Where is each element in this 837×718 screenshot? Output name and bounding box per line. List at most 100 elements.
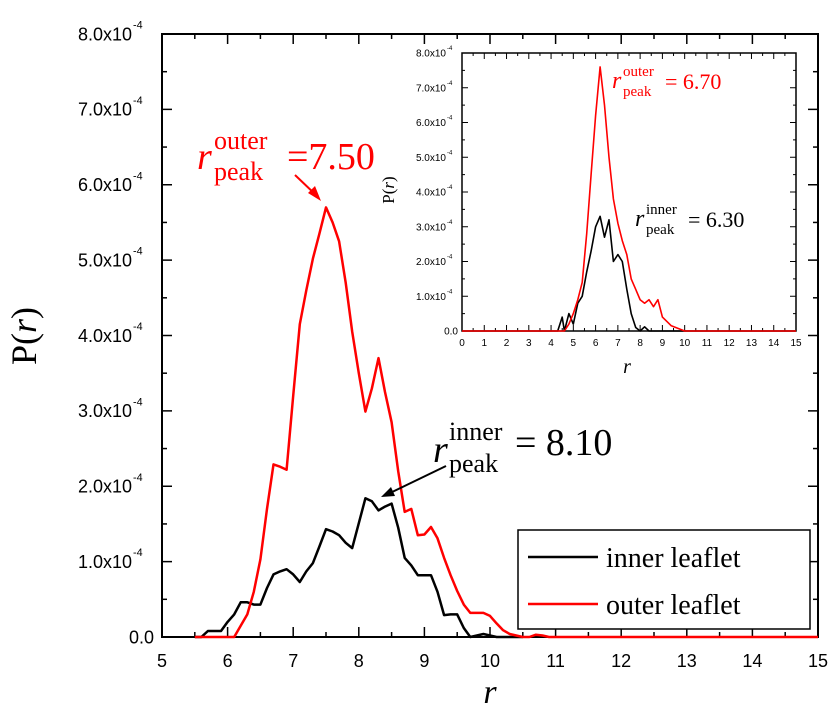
x-tick-label: 2 — [504, 338, 510, 349]
y-tick-label: 2.0x10 — [416, 257, 446, 268]
y-tick-exponent: -4 — [447, 255, 453, 261]
y-tick-label: 3.0x10 — [78, 401, 132, 421]
y-tick-label: 8.0x10 — [78, 24, 132, 44]
y-tick-label: 6.0x10 — [78, 175, 132, 195]
inset-annotation-outer-subscript: peak — [623, 84, 652, 100]
x-tick-label: 10 — [480, 651, 500, 671]
annotation-outer-symbol: r — [197, 136, 212, 178]
y-tick-exponent: -4 — [447, 116, 453, 122]
inset-annotation-outer-symbol: r — [612, 68, 622, 94]
inset-annotation-inner: r inner peak = 6.30 — [635, 202, 744, 238]
y-tick-label: 0.0 — [129, 627, 154, 647]
x-tick-label: 1 — [481, 338, 487, 349]
y-tick-label: 8.0x10 — [416, 49, 446, 60]
main-y-axis-title: P(r) — [4, 307, 44, 365]
y-tick-label: 1.0x10 — [416, 292, 446, 303]
main-y-axis-symbol: r — [4, 318, 44, 333]
x-tick-label: 15 — [808, 651, 828, 671]
inset-annotation-inner-superscript: inner — [646, 202, 677, 218]
y-tick-exponent: -4 — [133, 20, 143, 32]
x-tick-label: 9 — [660, 338, 666, 349]
series-line-outer — [462, 66, 796, 332]
annotation-inner-symbol: r — [433, 429, 448, 471]
annotation-inner-value: = 8.10 — [515, 422, 612, 464]
x-tick-label: 10 — [679, 338, 691, 349]
y-tick-exponent: -4 — [447, 81, 453, 87]
y-tick-label: 7.0x10 — [78, 100, 132, 120]
y-tick-label: 5.0x10 — [78, 250, 132, 270]
annotation-outer-peak: r outer peak =7.50 — [197, 126, 375, 201]
x-tick-label: 4 — [548, 338, 554, 349]
y-tick-exponent: -4 — [133, 472, 143, 484]
x-tick-label: 8 — [637, 338, 643, 349]
annotation-inner-superscript: inner — [449, 417, 503, 446]
annotation-inner-subscript: peak — [449, 449, 498, 478]
y-tick-exponent: -4 — [133, 95, 143, 107]
y-tick-exponent: -4 — [133, 246, 143, 258]
x-tick-label: 9 — [419, 651, 429, 671]
y-tick-exponent: -4 — [133, 170, 143, 182]
x-tick-label: 0 — [459, 338, 465, 349]
legend-label-inner: inner leaflet — [606, 543, 741, 574]
main-series-group — [194, 206, 818, 639]
x-tick-label: 12 — [611, 651, 631, 671]
inset-axis-ticks: 0 1 2 3 4 5 6 7 8 9 10 11 12 13 14 150.01.0x10 -42.0x10-… — [416, 46, 802, 349]
inset-x-axis-title: r — [623, 356, 631, 378]
x-tick-label: 11 — [702, 338, 713, 349]
inset-annotation-inner-value: = 6.30 — [688, 207, 744, 232]
inset-annotation-inner-subscript: peak — [646, 222, 675, 238]
y-tick-exponent: -4 — [447, 220, 453, 226]
x-tick-label: 15 — [790, 338, 802, 349]
x-tick-label: 7 — [288, 651, 298, 671]
inset-series-group — [462, 66, 796, 332]
y-tick-exponent: -4 — [447, 185, 453, 191]
y-tick-exponent: -4 — [447, 46, 453, 52]
y-tick-label: 4.0x10 — [78, 326, 132, 346]
legend-label-outer: outer leaflet — [606, 590, 741, 621]
inset-plot-frame — [461, 52, 797, 332]
inset-y-axis-title: P(r) — [379, 176, 398, 203]
inset-annotation-outer: r outer peak = 6.70 — [612, 64, 721, 100]
annotation-inner-peak: r inner peak = 8.10 — [381, 417, 612, 497]
x-tick-label: 7 — [615, 338, 621, 349]
y-tick-exponent: -4 — [133, 396, 143, 408]
x-tick-label: 5 — [157, 651, 167, 671]
y-tick-label: 7.0x10 — [416, 83, 446, 94]
x-tick-label: 12 — [724, 338, 736, 349]
inset-chart: 0 1 2 3 4 5 6 7 8 9 10 11 12 13 14 150.01.0x10 -42.0x10-… — [379, 46, 802, 378]
y-tick-label: 4.0x10 — [416, 188, 446, 199]
x-tick-label: 14 — [742, 651, 762, 671]
x-tick-label: 13 — [677, 651, 697, 671]
series-line-outer-leaflet — [194, 206, 818, 639]
x-tick-label: 14 — [768, 338, 780, 349]
series-line-inner-leaflet — [194, 497, 523, 639]
annotation-outer-subscript: peak — [214, 157, 263, 186]
x-tick-label: 6 — [593, 338, 599, 349]
x-tick-label: 3 — [526, 338, 532, 349]
y-tick-label: 5.0x10 — [416, 153, 446, 164]
x-tick-label: 6 — [223, 651, 233, 671]
y-tick-label: 2.0x10 — [78, 477, 132, 497]
inset-annotation-inner-symbol: r — [635, 206, 645, 232]
x-tick-label: 13 — [746, 338, 758, 349]
main-x-axis-title: r — [483, 674, 497, 711]
y-tick-exponent: -4 — [133, 321, 143, 333]
y-tick-exponent: -4 — [133, 547, 143, 559]
annotation-outer-superscript: outer — [214, 126, 268, 155]
y-tick-label: 6.0x10 — [416, 118, 446, 129]
y-tick-exponent: -4 — [447, 289, 453, 295]
y-tick-label: 0.0 — [444, 327, 458, 338]
annotation-outer-value: =7.50 — [287, 136, 375, 178]
inset-annotation-outer-value: = 6.70 — [665, 69, 721, 94]
inset-y-axis-symbol: r — [379, 182, 398, 189]
y-tick-label: 3.0x10 — [416, 222, 446, 233]
y-tick-label: 1.0x10 — [78, 552, 132, 572]
svg-text:P(r): P(r) — [4, 307, 44, 365]
inset-annotation-outer-superscript: outer — [623, 64, 654, 80]
x-tick-label: 11 — [546, 651, 565, 671]
y-tick-exponent: -4 — [447, 150, 453, 156]
x-tick-label: 5 — [571, 338, 577, 349]
legend: inner leaflet outer leaflet — [517, 529, 811, 630]
svg-text:P(r): P(r) — [379, 176, 398, 203]
